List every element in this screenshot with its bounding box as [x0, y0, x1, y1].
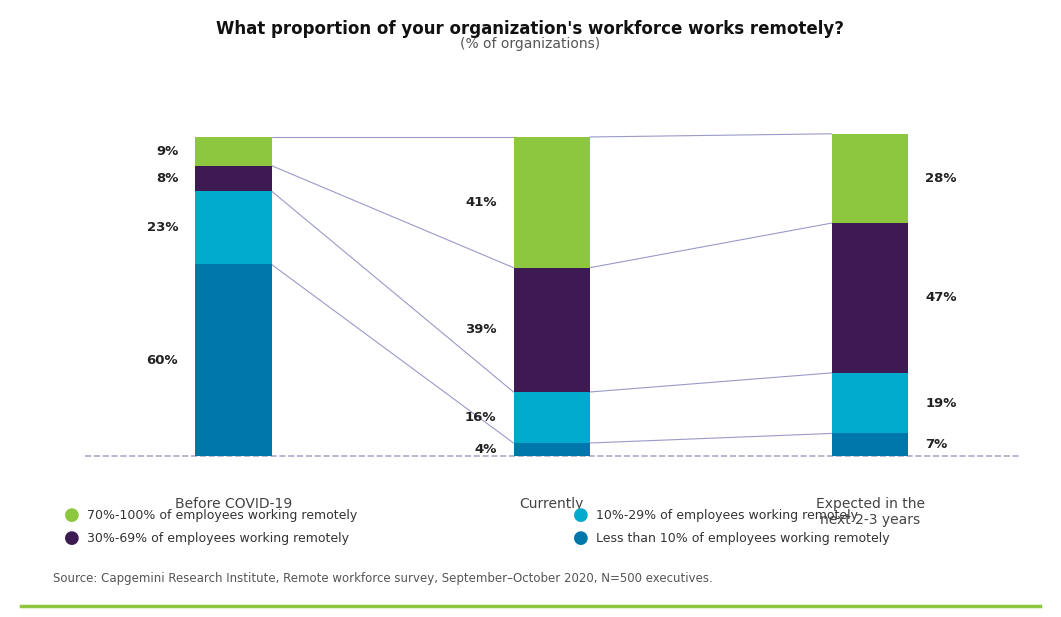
Bar	[832, 223, 908, 373]
Text: 10%-29% of employees working remotely: 10%-29% of employees working remotely	[596, 508, 858, 522]
Bar	[832, 433, 908, 456]
Text: 60%: 60%	[146, 354, 178, 366]
Bar	[832, 373, 908, 433]
Text: 47%: 47%	[925, 291, 957, 304]
Text: Less than 10% of employees working remotely: Less than 10% of employees working remot…	[596, 531, 890, 545]
Bar	[195, 265, 272, 456]
Text: 70%-100% of employees working remotely: 70%-100% of employees working remotely	[87, 508, 358, 522]
Bar	[832, 223, 908, 373]
Bar	[832, 134, 908, 223]
Bar	[514, 392, 590, 443]
Bar	[514, 137, 590, 268]
Text: 30%-69% of employees working remotely: 30%-69% of employees working remotely	[87, 531, 349, 545]
Bar	[514, 443, 590, 456]
Text: 8%: 8%	[156, 172, 178, 185]
Bar	[195, 191, 272, 265]
Text: 39%: 39%	[465, 323, 497, 336]
Text: 7%: 7%	[925, 438, 947, 451]
Bar	[832, 134, 908, 223]
Text: 9%: 9%	[156, 145, 178, 158]
Bar	[514, 268, 590, 392]
Text: What proportion of your organization's workforce works remotely?: What proportion of your organization's w…	[216, 20, 845, 38]
Bar	[195, 137, 272, 165]
Bar	[832, 373, 908, 433]
Bar	[195, 137, 272, 165]
Text: 19%: 19%	[925, 397, 957, 410]
Bar	[832, 433, 908, 456]
Bar	[195, 166, 272, 191]
Text: ●: ●	[64, 529, 80, 547]
Text: 41%: 41%	[465, 196, 497, 209]
Bar	[514, 137, 590, 268]
Text: (% of organizations): (% of organizations)	[460, 37, 601, 51]
Text: ●: ●	[573, 529, 589, 547]
Text: 16%: 16%	[465, 411, 497, 424]
Bar	[195, 265, 272, 456]
Bar	[195, 191, 272, 265]
Bar	[514, 268, 590, 392]
Text: 23%: 23%	[146, 222, 178, 234]
Text: 28%: 28%	[925, 172, 957, 185]
Bar	[514, 392, 590, 443]
Text: 4%: 4%	[474, 443, 497, 456]
Text: ●: ●	[64, 506, 80, 524]
Text: Source: Capgemini Research Institute, Remote workforce survey, September–October: Source: Capgemini Research Institute, Re…	[53, 572, 713, 585]
Text: ●: ●	[573, 506, 589, 524]
Bar	[514, 443, 590, 456]
Bar	[195, 166, 272, 191]
